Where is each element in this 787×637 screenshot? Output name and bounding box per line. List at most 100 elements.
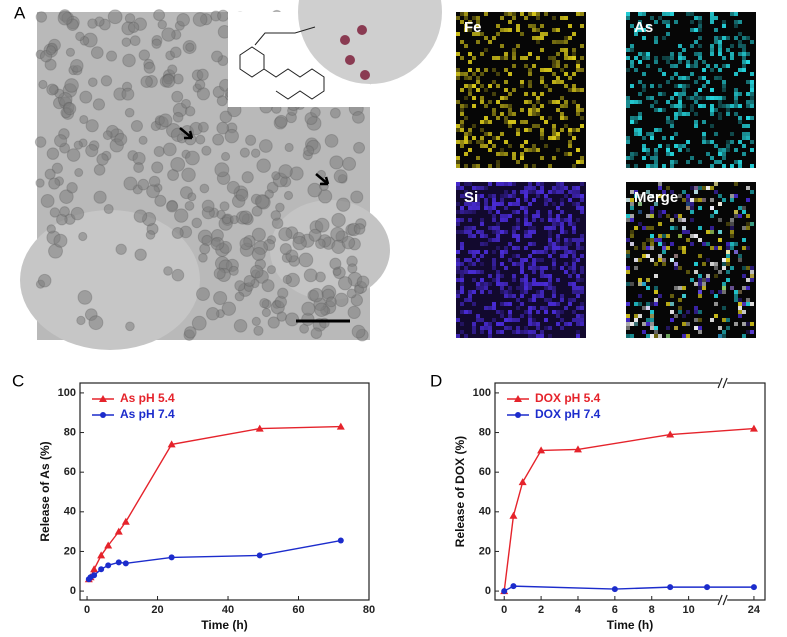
eds-pixel [734, 242, 738, 246]
eds-pixel [488, 182, 492, 186]
eds-pixel [646, 152, 650, 156]
eds-pixel [750, 274, 754, 278]
eds-pixel [456, 32, 460, 36]
eds-pixel [710, 104, 714, 108]
eds-pixel [520, 314, 524, 318]
eds-pixel [556, 222, 560, 226]
nanoparticle [44, 168, 56, 180]
eds-pixel [666, 24, 670, 28]
nanoparticle [134, 248, 147, 261]
eds-pixel [714, 40, 718, 44]
eds-pixel [524, 290, 528, 294]
eds-pixel [670, 318, 674, 322]
eds-pixel [722, 286, 726, 290]
eds-pixel [580, 234, 584, 238]
eds-pixel [552, 242, 556, 246]
eds-pixel [492, 198, 496, 202]
eds-pixel [500, 218, 504, 222]
eds-pixel [464, 226, 468, 230]
eds-pixel [746, 92, 750, 96]
eds-pixel [646, 214, 650, 218]
eds-pixel [630, 334, 634, 338]
eds-pixel [568, 266, 572, 270]
eds-pixel [738, 254, 742, 258]
eds-pixel [576, 112, 580, 116]
eds-pixel [480, 254, 484, 258]
eds-pixel [718, 334, 722, 338]
eds-pixel [714, 160, 718, 164]
eds-pixel [496, 202, 500, 206]
eds-pixel [658, 334, 662, 338]
eds-pixel [468, 52, 472, 56]
eds-pixel [630, 116, 634, 120]
eds-pixel [464, 140, 468, 144]
eds-pixel [516, 160, 520, 164]
series-line [503, 585, 754, 592]
nanoparticle [278, 164, 293, 179]
eds-pixel [746, 100, 750, 104]
nanoparticle [298, 252, 314, 268]
eds-pixel [710, 68, 714, 72]
eds-pixel [686, 60, 690, 64]
eds-pixel [560, 210, 564, 214]
eds-pixel [670, 52, 674, 56]
eds-pixel [472, 96, 476, 100]
eds-pixel [750, 104, 754, 108]
eds-pixel [580, 238, 584, 242]
eds-pixel [480, 290, 484, 294]
nanoparticle [172, 111, 184, 123]
eds-pixel [544, 68, 548, 72]
eds-pixel [710, 156, 714, 160]
eds-pixel [698, 206, 702, 210]
x-tick-label: 24 [748, 604, 761, 616]
eds-pixel [460, 302, 464, 306]
eds-pixel [694, 198, 698, 202]
eds-pixel [552, 80, 556, 84]
eds-label: As [634, 19, 653, 36]
eds-pixel [548, 164, 552, 168]
nanoparticle [79, 114, 89, 125]
eds-pixel [528, 52, 532, 56]
eds-pixel [500, 262, 504, 266]
eds-pixel [492, 80, 496, 84]
eds-pixel [472, 254, 476, 258]
eds-pixel [702, 136, 706, 140]
eds-pixel [734, 100, 738, 104]
eds-pixel [694, 310, 698, 314]
eds-pixel [520, 278, 524, 282]
eds-pixel [548, 88, 552, 92]
eds-pixel [500, 214, 504, 218]
eds-pixel [516, 210, 520, 214]
eds-pixel [468, 310, 472, 314]
eds-pixel [576, 246, 580, 250]
eds-pixel [670, 12, 674, 16]
eds-pixel [500, 286, 504, 290]
eds-pixel [694, 124, 698, 128]
eds-pixel [556, 182, 560, 186]
eds-pixel [488, 206, 492, 210]
eds-pixel [746, 222, 750, 226]
eds-pixel [556, 322, 560, 326]
eds-pixel [698, 274, 702, 278]
eds-pixel [662, 92, 666, 96]
eds-pixel [528, 330, 532, 334]
inset-dot [345, 55, 355, 65]
eds-pixel [694, 28, 698, 32]
eds-pixel [646, 322, 650, 326]
eds-pixel [694, 306, 698, 310]
eds-pixel [488, 164, 492, 168]
eds-pixel [516, 234, 520, 238]
eds-pixel [548, 116, 552, 120]
eds-pixel [580, 314, 584, 318]
eds-pixel [742, 334, 746, 338]
eds-pixel [576, 278, 580, 282]
eds-pixel [750, 72, 754, 76]
nanoparticle [184, 105, 196, 117]
eds-pixel [524, 140, 528, 144]
eds-pixel [630, 202, 634, 206]
eds-pixel [662, 258, 666, 262]
eds-pixel [718, 104, 722, 108]
eds-pixel [638, 210, 642, 214]
nanoparticle [64, 78, 79, 93]
eds-pixel [690, 108, 694, 112]
